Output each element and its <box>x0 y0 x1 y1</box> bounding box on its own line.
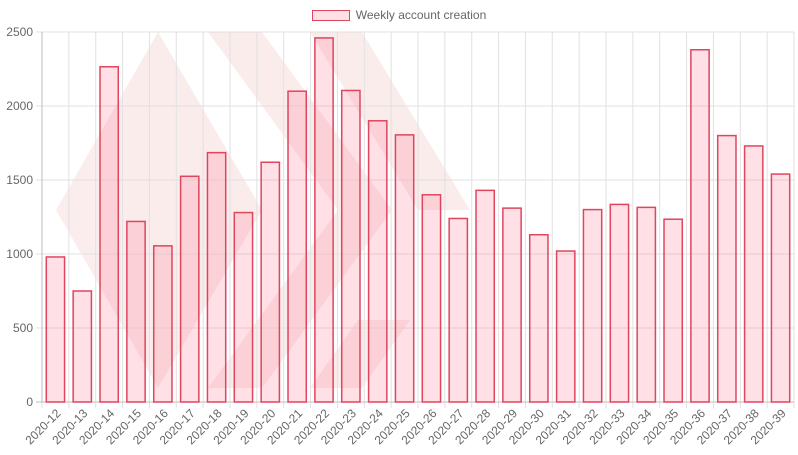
bar-2020-16[interactable] <box>152 245 173 403</box>
bar-2020-30[interactable] <box>528 234 549 403</box>
y-tick-label: 500 <box>13 321 33 335</box>
bar-2020-38[interactable] <box>743 145 764 403</box>
bar-2020-19[interactable] <box>233 211 254 403</box>
bar-2020-21[interactable] <box>287 90 308 403</box>
bar-2020-31[interactable] <box>555 250 576 403</box>
bar-2020-25[interactable] <box>394 134 415 403</box>
legend-swatch <box>311 9 350 21</box>
chart-legend[interactable]: Weekly account creation <box>0 6 798 24</box>
bar-2020-23[interactable] <box>340 89 361 403</box>
bar-2020-32[interactable] <box>582 208 603 403</box>
watermark-logo <box>56 32 470 388</box>
bar-2020-12[interactable] <box>45 256 66 403</box>
y-tick-label: 2000 <box>6 99 33 113</box>
bar-2020-20[interactable] <box>260 161 281 403</box>
bar-2020-27[interactable] <box>448 217 469 403</box>
bar-2020-34[interactable] <box>636 206 657 403</box>
watermark-shape <box>56 32 262 388</box>
bar-2020-14[interactable] <box>99 66 120 403</box>
bar-2020-13[interactable] <box>72 290 93 403</box>
bar-2020-33[interactable] <box>609 203 630 403</box>
bar-2020-26[interactable] <box>421 194 442 403</box>
bar-2020-29[interactable] <box>502 207 522 403</box>
y-tick-label: 1000 <box>6 247 33 261</box>
bar-2020-37[interactable] <box>716 134 737 403</box>
bar-2020-28[interactable] <box>475 189 496 403</box>
bar-2020-18[interactable] <box>206 151 227 403</box>
bar-2020-17[interactable] <box>179 175 200 403</box>
y-tick-label: 1500 <box>6 173 33 187</box>
legend-label: Weekly account creation <box>355 8 487 22</box>
watermark-shape <box>208 32 392 210</box>
bar-2020-15[interactable] <box>126 220 146 403</box>
bar-2020-22[interactable] <box>314 37 334 403</box>
bar-2020-24[interactable] <box>367 120 388 403</box>
bar-2020-39[interactable] <box>770 173 791 403</box>
bar-2020-36[interactable] <box>690 49 710 403</box>
bar-2020-35[interactable] <box>663 218 684 403</box>
y-tick-label: 2500 <box>6 25 33 39</box>
watermark-shape <box>310 32 470 210</box>
y-tick-label: 0 <box>26 395 33 409</box>
